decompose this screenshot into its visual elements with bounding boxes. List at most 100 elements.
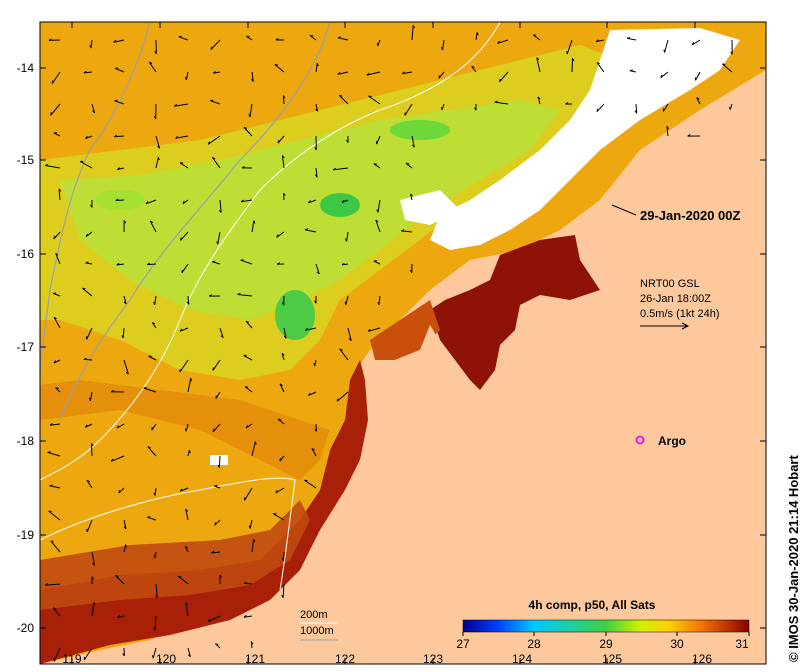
current-arrow-head [281,557,285,562]
green-patch-3 [390,120,450,140]
current-arrow-icon [244,487,253,501]
current-arrow-icon [147,263,157,266]
current-arrow-head [91,576,94,580]
current-arrow-icon [305,327,317,331]
current-arrow-icon [640,322,690,330]
current-arrow-head [85,135,88,139]
current-arrow-icon [180,487,189,492]
current-arrow-head [691,41,695,46]
current-arrow-icon [47,451,61,457]
current-arrow-icon [596,103,605,113]
current-arrow-head [660,74,663,78]
current-arrow-head [251,78,254,82]
colorbar-tick: 30 [670,637,684,651]
current-arrow-head [279,383,283,387]
current-arrow-icon [53,647,61,662]
current-arrow-head [92,562,95,566]
current-arrow-head [572,58,575,62]
plot-frame [39,21,767,665]
current-arrow-icon [279,455,285,462]
current-arrow-icon [151,423,157,431]
current-arrow-head [185,76,187,81]
current-arrow-head [412,144,415,148]
current-arrow-head [279,458,281,462]
current-arrow-head [53,235,56,240]
depth-legend-200: 200m [300,609,328,621]
current-arrow-head [441,107,443,111]
current-arrow-head [214,485,218,487]
current-arrow-icon [53,292,61,297]
current-arrow-icon [215,643,221,649]
current-arrow-icon [249,519,253,529]
current-arrow-icon [45,583,61,586]
current-arrow-icon [251,539,255,553]
current-arrow-icon [696,97,701,105]
current-arrow-head [663,49,666,53]
y-tick-label: -20 [17,621,35,635]
current-arrow-head [243,126,247,129]
current-arrow-icon [212,359,221,371]
current-arrow-icon [377,199,381,213]
current-arrow-head [313,362,316,367]
x-tick-label: 125 [602,652,622,666]
current-arrow-icon [123,295,127,305]
current-arrow-head [207,618,211,622]
x-tick-label: 120 [156,652,176,666]
current-arrow-icon [721,63,733,73]
current-arrow-head [45,164,49,166]
current-arrow-head [337,72,341,75]
current-legend-line1: NRT00 GSL [640,278,700,290]
current-arrow-head [153,115,157,120]
current-arrow-head [173,104,178,107]
current-arrow-icon [148,355,157,361]
current-arrow-head [332,167,336,171]
current-arrow-head [44,583,48,586]
current-arrow-icon [537,96,541,105]
x-tick-label: 122 [335,652,355,666]
current-arrow-head [208,294,213,297]
current-arrow-icon [366,71,381,76]
current-arrow-icon [214,519,221,526]
colorbar [462,619,750,633]
current-arrow-icon [115,575,125,585]
current-arrow-head [58,188,62,192]
current-arrow-icon [346,231,349,242]
current-arrow-icon [243,615,253,618]
current-arrow-icon [219,199,222,213]
current-arrow-icon [49,485,61,489]
current-arrow-icon [499,71,509,83]
current-arrow-icon [147,446,157,457]
current-arrow-icon [118,487,125,494]
current-arrow-head [212,156,216,160]
current-arrow-head [53,360,57,364]
current-arrow-icon [187,295,190,305]
current-arrow-head [314,428,317,432]
current-arrow-icon [244,386,253,393]
current-arrow-head [566,51,568,55]
current-arrow-icon [185,71,189,80]
current-arrow-head [185,508,189,512]
current-arrow-head [441,46,444,51]
current-arrow-head [179,488,183,492]
current-arrow-head [596,62,600,65]
current-arrow-head [401,229,405,232]
orange-field [40,380,330,480]
current-arrow-head [410,193,413,197]
current-arrow-head [219,574,222,578]
current-arrow-head [110,458,114,462]
current-arrow-icon [315,103,319,112]
current-arrow-icon [91,551,95,566]
current-arrow-head [696,97,700,100]
current-arrow-icon [180,231,189,241]
current-arrow-head [207,141,211,145]
current-arrow-icon [627,37,637,41]
current-arrow-head [150,220,154,224]
current-arrow-icon [308,199,317,204]
current-arrow-head [147,446,151,449]
current-arrow-icon [250,641,253,649]
y-tick-label: -15 [17,153,35,167]
current-arrow-head [50,540,54,543]
current-arrow-icon [243,582,253,585]
current-arrow-head [122,653,125,657]
